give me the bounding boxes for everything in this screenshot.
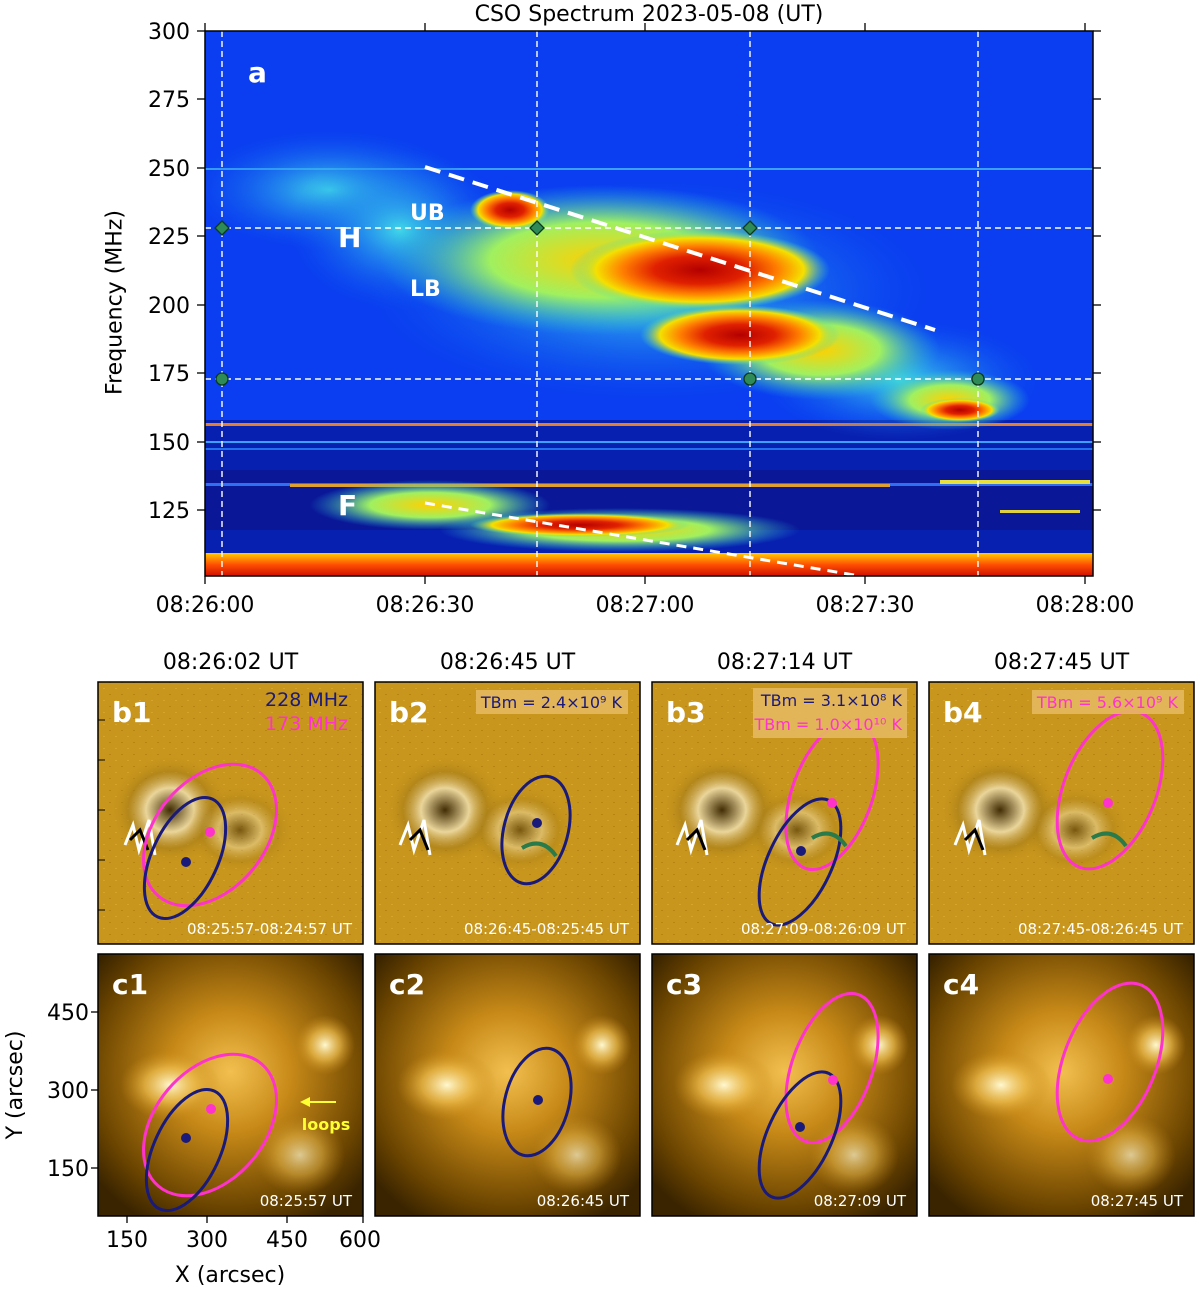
panel-b3-time-range: 08:27:09-08:26:09 UT	[741, 920, 907, 938]
c-xtick-600: 600	[339, 1228, 381, 1253]
c-ytick-150: 150	[47, 1157, 89, 1182]
panel-b1-time-range: 08:25:57-08:24:57 UT	[187, 920, 353, 938]
xtick-3: 08:27:00	[596, 593, 695, 618]
panel-b3-title: 08:27:14 UT	[716, 650, 853, 675]
c-xlabel: X (arcsec)	[175, 1263, 285, 1288]
spectrum-plot: 300 275 250 225 200 175 150 125 08:26:00…	[148, 20, 1135, 618]
panel-b2-time-range: 08:26:45-08:25:45 UT	[464, 920, 630, 938]
panel-b1	[97, 681, 364, 945]
panel-c1-time: 08:25:57 UT	[260, 1192, 353, 1210]
loops-annotation: loops	[302, 1115, 350, 1134]
xtick-5: 08:28:00	[1036, 593, 1135, 618]
panel-b1-label: b1	[112, 696, 152, 729]
ytick-125: 125	[148, 499, 190, 524]
ytick-250: 250	[148, 157, 190, 182]
panel-c2-time: 08:26:45 UT	[537, 1192, 630, 1210]
panel-c4	[928, 953, 1195, 1217]
panel-b3-tb-228: TBm = 3.1×10⁸ K	[760, 691, 903, 710]
panel-b2	[374, 681, 641, 945]
panel-b4-label: b4	[943, 696, 983, 729]
legend-228: 228 MHz	[265, 689, 348, 711]
legend-173: 173 MHz	[265, 713, 348, 735]
ytick-175: 175	[148, 362, 190, 387]
panel-c2	[374, 953, 641, 1217]
upper-band-label: UB	[410, 201, 445, 226]
panel-b1-title: 08:26:02 UT	[162, 650, 299, 675]
panel-c4-label: c4	[943, 968, 979, 1001]
panel-b2-label: b2	[389, 696, 429, 729]
xtick-2: 08:26:30	[376, 593, 475, 618]
panel-b3-tb-173: TBm = 1.0×10¹⁰ K	[753, 715, 902, 734]
panel-c3-time: 08:27:09 UT	[814, 1192, 907, 1210]
ytick-275: 275	[148, 88, 190, 113]
panel-row-c: c1 loops 08:25:57 UT c2 08:26:45 UT c3 0…	[3, 953, 1195, 1288]
panel-b3-label: b3	[666, 696, 706, 729]
panel-row-b: b1 228 MHz 173 MHz 08:25:57-08:24:57 UT …	[97, 681, 1195, 945]
panel-b2-title: 08:26:45 UT	[439, 650, 576, 675]
fundamental-label: F	[338, 489, 357, 522]
panel-b4-time-range: 08:27:45-08:26:45 UT	[1018, 920, 1184, 938]
xtick-1: 08:26:00	[156, 593, 255, 618]
c-xtick-450: 450	[266, 1228, 308, 1253]
c-ytick-300: 300	[47, 1079, 89, 1104]
ytick-225: 225	[148, 225, 190, 250]
c-xtick-150: 150	[106, 1228, 148, 1253]
harmonic-label: H	[338, 221, 361, 254]
panel-c4-time: 08:27:45 UT	[1091, 1192, 1184, 1210]
ytick-300: 300	[148, 20, 190, 45]
ytick-150: 150	[148, 431, 190, 456]
c-xtick-300: 300	[186, 1228, 228, 1253]
panel-c3-label: c3	[666, 968, 702, 1001]
lower-band-label: LB	[410, 277, 441, 302]
spectrum-title: CSO Spectrum 2023-05-08 (UT)	[474, 2, 824, 27]
panel-c3	[651, 953, 918, 1217]
panel-b2-tb-228: TBm = 2.4×10⁹ K	[480, 693, 623, 712]
c-ylabel: Y (arcsec)	[3, 1031, 28, 1141]
panel-c1-label: c1	[112, 968, 148, 1001]
ytick-200: 200	[148, 294, 190, 319]
c-ytick-450: 450	[47, 1001, 89, 1026]
panel-c1	[97, 953, 364, 1217]
panel-c2-label: c2	[389, 968, 425, 1001]
xtick-4: 08:27:30	[816, 593, 915, 618]
panel-b4	[928, 681, 1195, 945]
panel-label-a: a	[248, 56, 267, 89]
panel-b4-tb-173: TBm = 5.6×10⁹ K	[1036, 693, 1179, 712]
panel-b4-title: 08:27:45 UT	[993, 650, 1130, 675]
